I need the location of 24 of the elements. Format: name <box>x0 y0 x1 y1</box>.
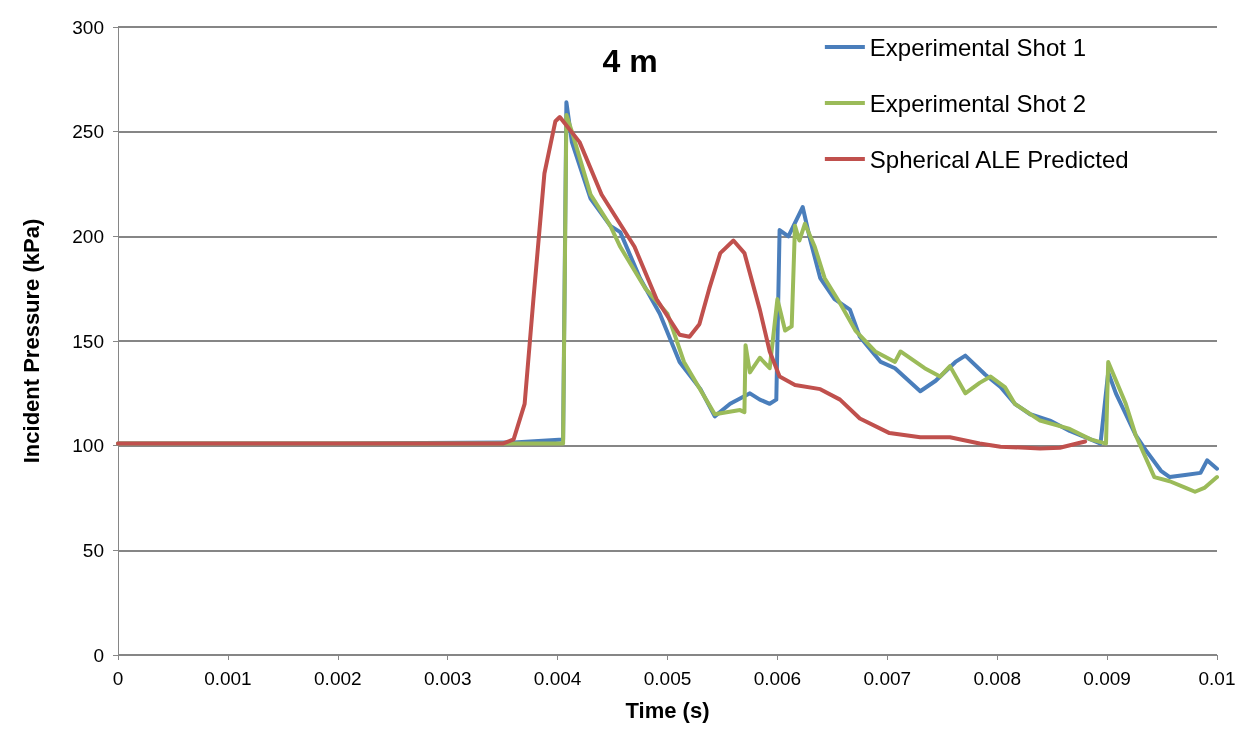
x-tick-label: 0.002 <box>314 668 362 689</box>
x-tick-label: 0.006 <box>753 668 802 689</box>
y-tick-label: 100 <box>72 435 104 457</box>
y-tick-label: 300 <box>72 16 104 38</box>
text: 4 m <box>602 43 658 79</box>
x-tick-label: 0.008 <box>973 668 1021 689</box>
y-tick-label: 0 <box>93 644 104 666</box>
x-tick-label: 0.004 <box>533 668 582 689</box>
y-tick-label: 250 <box>72 121 104 143</box>
y-tick-label: 150 <box>72 330 104 352</box>
x-axis-title: Time (s) <box>625 697 710 723</box>
legend-label: Experimental Shot 1 <box>869 33 1086 61</box>
x-tick-label: 0.003 <box>423 668 472 689</box>
y-axis-title: Incident Pressure (kPa) <box>18 218 44 464</box>
x-tick-label: 0.009 <box>1083 668 1131 689</box>
x-tick-label: 0.007 <box>863 668 912 689</box>
x-tick-label: 0 <box>112 668 124 689</box>
x-tick-label: 0.001 <box>204 668 252 689</box>
legend-label: Experimental Shot 2 <box>869 89 1086 117</box>
y-tick-label: 200 <box>72 225 104 247</box>
x-tick-label: 0.005 <box>643 668 692 689</box>
y-tick-label: 50 <box>82 539 104 561</box>
legend-label: Spherical ALE Predicted <box>869 145 1129 173</box>
x-tick-label: 0.01 <box>1198 668 1236 689</box>
